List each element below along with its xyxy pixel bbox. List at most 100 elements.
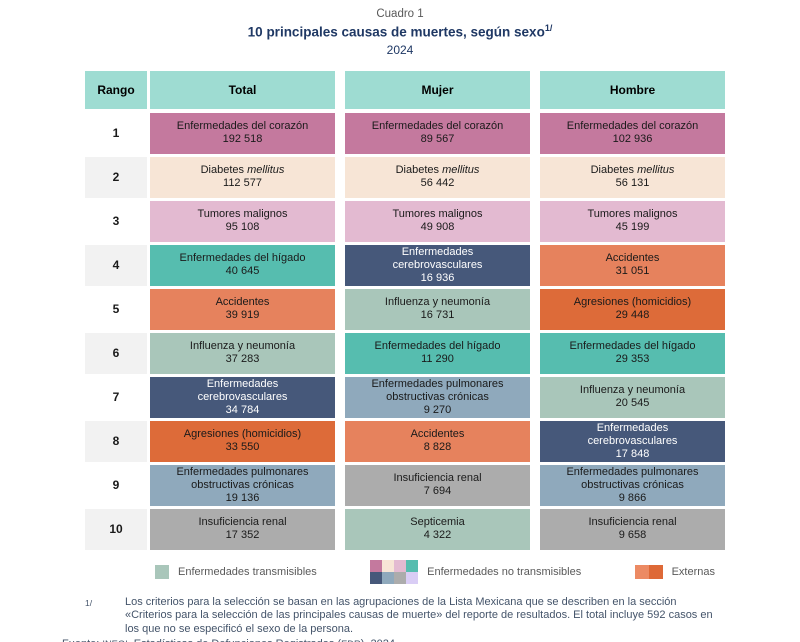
externas-color-swatches xyxy=(634,564,663,579)
cause-value: 37 283 xyxy=(225,353,260,365)
cause-cell-mujer: Enfermedades cerebrovasculares 16 936 xyxy=(345,244,530,286)
cause-value: 56 442 xyxy=(420,177,455,189)
cause-value: 9 866 xyxy=(618,491,647,504)
cause-cell-hombre: Diabetes mellitus 56 131 xyxy=(540,156,725,198)
cause-cell-hombre: Enfermedades del hígado 29 353 xyxy=(540,332,725,374)
cause-cell-total: Enfermedades del corazón 192 518 xyxy=(150,112,335,154)
cause-label: Diabetes mellitus xyxy=(200,164,285,176)
cause-cell-mujer: Enfermedades del corazón 89 567 xyxy=(345,112,530,154)
cause-label: Enfermedades pulmonares obstructivas cró… xyxy=(566,465,699,491)
table-row-8: 8 Agresiones (homicidios) 33 550 Acciden… xyxy=(85,420,725,462)
cause-label: Diabetes mellitus xyxy=(395,164,480,176)
cause-cell-hombre: Accidentes 31 051 xyxy=(540,244,725,286)
cause-cell-total: Agresiones (homicidios) 33 550 xyxy=(150,420,335,462)
cause-value: 49 908 xyxy=(420,221,455,233)
cause-value: 16 936 xyxy=(420,271,455,284)
externas-swatch-1 xyxy=(634,564,649,579)
table-row-7: 7 Enfermedades cerebrovasculares 34 784 … xyxy=(85,376,725,418)
cause-label: Enfermedades del corazón xyxy=(371,120,504,132)
inegi-abbr: INEGI xyxy=(102,639,127,642)
cause-label: Enfermedades del corazón xyxy=(176,120,309,132)
cause-label: Influenza y neumonía xyxy=(579,384,686,396)
legend-label: Externas xyxy=(671,565,715,578)
cause-cell-total: Enfermedades cerebrovasculares 34 784 xyxy=(150,376,335,418)
table-row-9: 9 Enfermedades pulmonares obstructivas c… xyxy=(85,464,725,506)
title-footnote-marker: 1/ xyxy=(544,23,553,33)
rank-cell: 8 xyxy=(85,420,147,462)
cause-cell-total: Influenza y neumonía 37 283 xyxy=(150,332,335,374)
title-block: Cuadro 1 10 principales causas de muerte… xyxy=(0,8,800,57)
cause-label: Enfermedades del corazón xyxy=(566,120,699,132)
cause-label: Accidentes xyxy=(215,296,270,308)
cause-cell-hombre: Influenza y neumonía 20 545 xyxy=(540,376,725,418)
rank-cell: 10 xyxy=(85,508,147,550)
cause-value: 102 936 xyxy=(612,133,653,145)
rank-cell: 4 xyxy=(85,244,147,286)
cause-cell-mujer: Enfermedades pulmonares obstructivas cró… xyxy=(345,376,530,418)
no-transmisibles-swatch-3 xyxy=(394,559,407,572)
cause-value: 4 322 xyxy=(423,529,452,541)
cause-cell-total: Insuficiencia renal 17 352 xyxy=(150,508,335,550)
column-header-hombre: Hombre xyxy=(540,70,725,109)
cause-cell-mujer: Accidentes 8 828 xyxy=(345,420,530,462)
cause-label: Enfermedades cerebrovasculares xyxy=(587,421,678,447)
cause-value: 17 848 xyxy=(615,447,650,460)
cause-value: 39 919 xyxy=(225,309,260,321)
cause-label: Enfermedades cerebrovasculares xyxy=(197,377,288,403)
footnote-1: 1/ Los criterios para la selección se ba… xyxy=(62,596,724,637)
cause-cell-mujer: Diabetes mellitus 56 442 xyxy=(345,156,530,198)
cause-label: Agresiones (homicidios) xyxy=(573,296,692,308)
cause-value: 8 828 xyxy=(423,441,452,453)
cause-cell-hombre: Agresiones (homicidios) 29 448 xyxy=(540,288,725,330)
table-number-label: Cuadro 1 xyxy=(376,8,424,20)
source-line: Fuente: INEGI. Estadísticas de Defuncion… xyxy=(62,638,724,642)
no-transmisibles-swatch-1 xyxy=(370,559,383,572)
cause-label: Agresiones (homicidios) xyxy=(183,428,302,440)
edr-abbr: EDR xyxy=(341,639,361,642)
page-title-text: 10 principales causas de muertes, según … xyxy=(247,24,545,40)
cause-value: 34 784 xyxy=(225,403,260,416)
cause-cell-hombre: Enfermedades del corazón 102 936 xyxy=(540,112,725,154)
cause-label: Accidentes xyxy=(605,252,660,264)
cause-label: Influenza y neumonía xyxy=(384,296,491,308)
rank-cell: 9 xyxy=(85,464,147,506)
cause-label: Diabetes mellitus xyxy=(590,164,675,176)
rank-cell: 1 xyxy=(85,112,147,154)
no-transmisibles-swatch-5 xyxy=(370,571,383,584)
cause-value: 19 136 xyxy=(225,491,260,504)
table-row-6: 6 Influenza y neumonía 37 283 Enfermedad… xyxy=(85,332,725,374)
cause-value: 17 352 xyxy=(225,529,260,541)
cause-cell-hombre: Enfermedades cerebrovasculares 17 848 xyxy=(540,420,725,462)
cause-label: Influenza y neumonía xyxy=(189,340,296,352)
cause-label: Septicemia xyxy=(410,516,465,528)
legend-label: Enfermedades transmisibles xyxy=(178,565,317,578)
no-transmisibles-swatch-2 xyxy=(382,559,395,572)
cause-cell-hombre: Enfermedades pulmonares obstructivas cró… xyxy=(540,464,725,506)
rank-cell: 3 xyxy=(85,200,147,242)
table-row-4: 4 Enfermedades del hígado 40 645 Enferme… xyxy=(85,244,725,286)
legend-item-externas: Externas xyxy=(634,564,715,579)
cause-cell-total: Enfermedades pulmonares obstructivas cró… xyxy=(150,464,335,506)
cause-label: Insuficiencia renal xyxy=(198,516,287,528)
cause-value: 112 577 xyxy=(223,177,262,189)
transmisibles-color-swatch xyxy=(155,564,169,579)
cause-cell-mujer: Insuficiencia renal 7 694 xyxy=(345,464,530,506)
no-transmisibles-swatch-8 xyxy=(406,571,419,584)
cause-label: Tumores malignos xyxy=(197,208,288,220)
table-row-1: 1 Enfermedades del corazón 192 518 Enfer… xyxy=(85,112,725,154)
causes-table: Rango Total Mujer Hombre 1 Enfermedades … xyxy=(85,70,725,550)
cause-value: 20 545 xyxy=(615,397,650,409)
column-header-rango: Rango xyxy=(85,70,147,109)
cause-value: 9 658 xyxy=(618,529,647,541)
footnote-marker: 1/ xyxy=(85,597,93,608)
cause-value: 192 518 xyxy=(222,133,263,145)
externas-swatch-2 xyxy=(648,564,663,579)
cause-value: 29 353 xyxy=(615,353,650,365)
cause-cell-mujer: Septicemia 4 322 xyxy=(345,508,530,550)
legend-item-transmisibles: Enfermedades transmisibles xyxy=(155,564,317,579)
no-transmisibles-swatch-4 xyxy=(406,559,419,572)
cause-label: Tumores malignos xyxy=(392,208,483,220)
cause-value: 29 448 xyxy=(615,309,650,321)
cause-label: Enfermedades del hígado xyxy=(374,340,501,352)
